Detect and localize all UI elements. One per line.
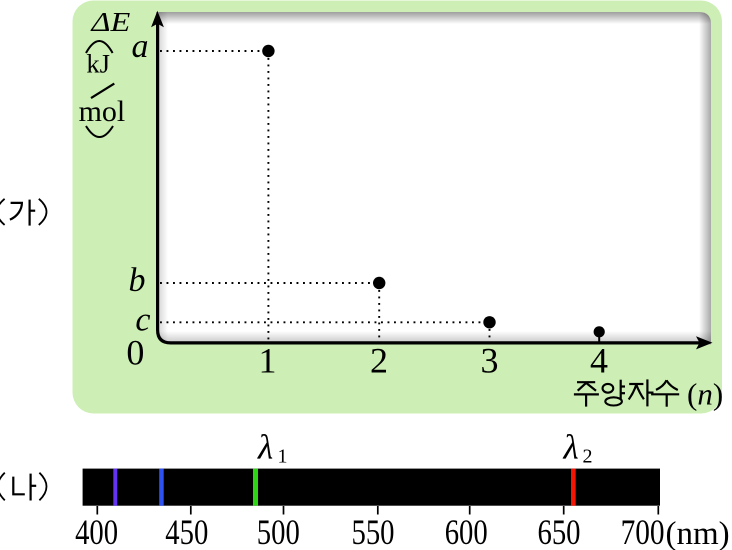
- svg-text:ΔE: ΔE: [90, 7, 130, 37]
- svg-text:a: a: [132, 28, 149, 65]
- svg-text:0: 0: [126, 333, 144, 373]
- svg-text:λ: λ: [257, 428, 273, 467]
- svg-text:450: 450: [165, 512, 208, 550]
- svg-text:1: 1: [259, 341, 277, 381]
- svg-text:2: 2: [370, 341, 388, 381]
- svg-text:700: 700: [621, 512, 665, 550]
- svg-text:3: 3: [481, 341, 499, 381]
- svg-text:550: 550: [352, 512, 395, 550]
- svg-text:2: 2: [583, 445, 593, 467]
- svg-text:650: 650: [538, 512, 581, 550]
- svg-text:λ: λ: [563, 428, 579, 467]
- svg-text:500: 500: [257, 512, 300, 550]
- svg-text:(nm): (nm): [666, 516, 730, 550]
- svg-text:400: 400: [75, 512, 118, 550]
- svg-text:4: 4: [590, 341, 608, 381]
- svg-text:mol: mol: [79, 95, 126, 128]
- svg-text:kJ: kJ: [86, 49, 110, 79]
- svg-text:600: 600: [445, 512, 488, 550]
- svg-text:c: c: [135, 302, 150, 339]
- svg-text:(n): (n): [687, 377, 723, 412]
- svg-text:1: 1: [278, 445, 288, 467]
- svg-text:b: b: [129, 262, 146, 299]
